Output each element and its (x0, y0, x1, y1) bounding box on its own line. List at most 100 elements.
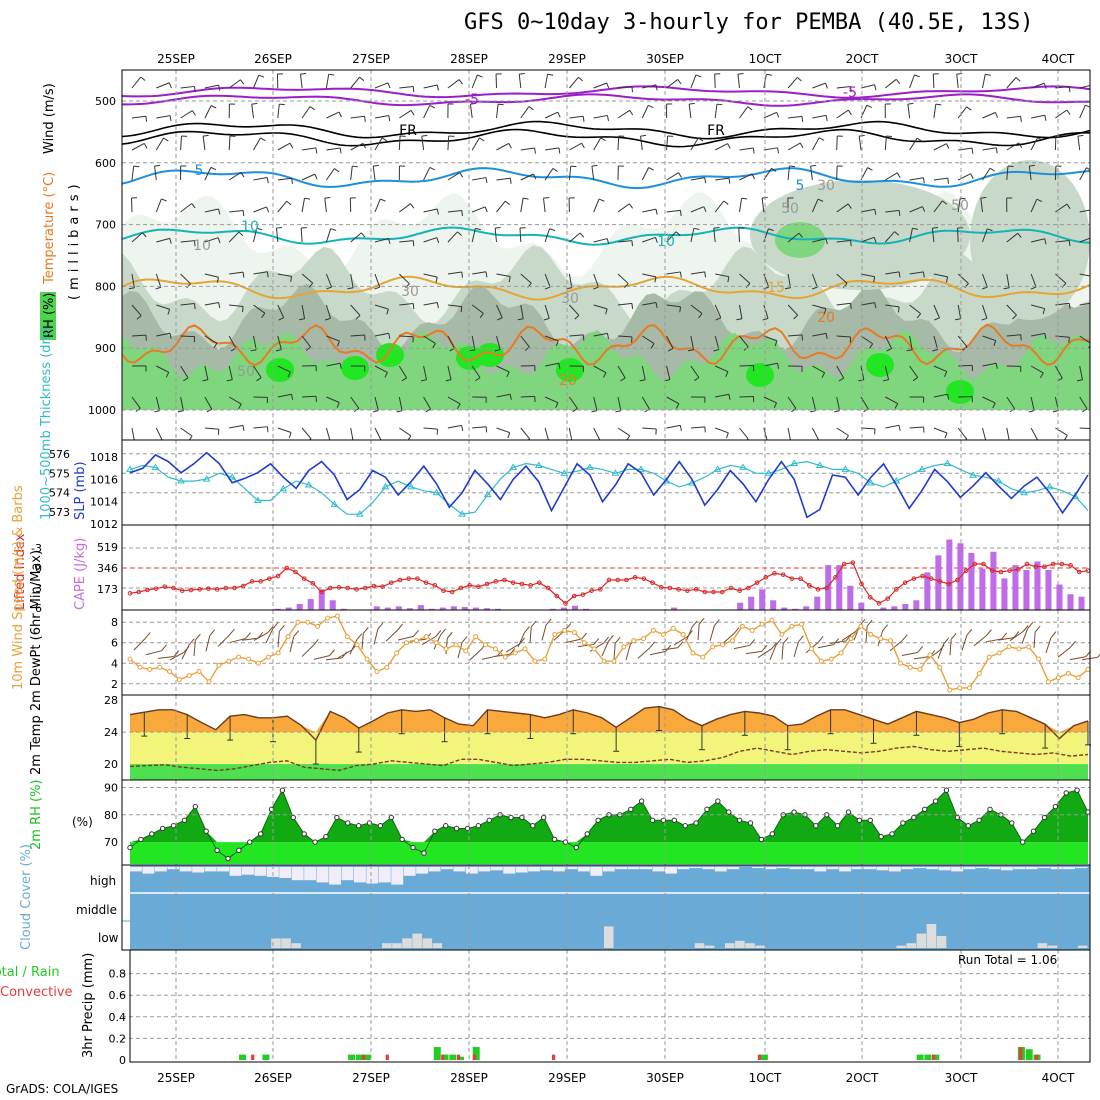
barb-flag (324, 196, 331, 199)
wind-barb (472, 396, 487, 403)
barb-flag (825, 82, 828, 89)
wind-barb (130, 197, 138, 213)
cloud-high-bar (727, 867, 740, 870)
cloud-low-bar (402, 938, 412, 948)
rh-marker (943, 787, 950, 793)
date-label-bottom: 30SEP (646, 1071, 684, 1085)
wind-speed-marker (196, 668, 202, 674)
barb-flag (866, 104, 873, 109)
surface-wind-barb (421, 630, 442, 646)
li-marker (763, 575, 769, 580)
wind-barb (325, 73, 335, 89)
barb-flag (1020, 116, 1022, 122)
li-marker (484, 581, 490, 587)
barb-flag (1066, 203, 1071, 209)
wind-barb (447, 271, 464, 278)
barb-staff (565, 638, 582, 643)
barb-staff (641, 105, 649, 119)
barb-flag (495, 227, 501, 229)
barb-staff (860, 84, 875, 89)
wind-barb (739, 147, 755, 154)
barb-flag (266, 426, 269, 433)
wind-barb (1006, 334, 1022, 341)
rh2m-series (127, 787, 1091, 864)
barb-flag (356, 633, 363, 640)
barb-staff (836, 427, 849, 436)
barb-staff (205, 635, 211, 652)
cloud-high-bar (776, 867, 789, 869)
wind-barb (447, 172, 464, 181)
cloud-high-bar (515, 867, 528, 873)
barb-staff (131, 273, 135, 288)
barb-flag (461, 210, 463, 217)
barb-flag (238, 403, 242, 410)
wind-barb (812, 82, 828, 89)
li-marker (362, 585, 368, 591)
barb-flag (517, 318, 524, 321)
barb-flag (981, 286, 988, 290)
cloud-high-bar (465, 867, 478, 874)
barb-staff (541, 624, 547, 641)
barb-flag (593, 638, 600, 645)
wind-speed-marker (463, 648, 469, 654)
wind-barb (1006, 365, 1022, 372)
wind-barb (593, 82, 610, 89)
barb-staff (884, 365, 890, 380)
wind-barb (1054, 165, 1062, 181)
wind-barb (398, 135, 406, 151)
barb-flag (773, 402, 777, 409)
wind-barb (763, 427, 768, 440)
barb-staff (961, 635, 968, 651)
thickness-axis-label: 1000~500mb Thickness (dm) (39, 327, 54, 520)
wind-barb (374, 137, 388, 151)
wind-barb (202, 365, 209, 382)
cloud-high-bar (801, 867, 814, 870)
wind-barb (593, 427, 601, 440)
wind-speed-marker (404, 640, 410, 646)
barb-flag (947, 394, 950, 400)
barb-flag (833, 638, 840, 645)
barb-staff (661, 647, 678, 651)
barb-staff (860, 302, 875, 306)
li-marker (780, 572, 786, 577)
wind-speed-marker (611, 658, 617, 664)
wind-barb (957, 273, 969, 288)
wind-barb (326, 147, 342, 154)
wind-barb (568, 197, 575, 213)
barb-staff (155, 137, 164, 151)
cape-tick: 346 (97, 562, 118, 575)
wind-barb (544, 73, 554, 89)
wind-barb (277, 200, 292, 213)
wind-barb (1006, 115, 1022, 122)
barb-staff (787, 232, 800, 243)
barb-flag (922, 271, 925, 278)
contour-label: 10 (657, 234, 675, 250)
cape-bar (483, 608, 490, 610)
cloud-low-bar (745, 943, 755, 948)
barb-staff (982, 167, 991, 181)
wind-barb (495, 73, 502, 89)
barb-staff (933, 393, 948, 398)
barb-flag (506, 371, 510, 378)
cloud-high-bar (1075, 867, 1088, 869)
wind-barb (713, 227, 720, 243)
date-label-bottom: 2OCT (846, 1071, 879, 1085)
barb-flag (1034, 625, 1041, 633)
cape-bar (428, 608, 435, 610)
cape-bar (770, 600, 777, 610)
barb-flag (723, 200, 729, 205)
cape-bar (781, 607, 788, 610)
wind-barb (639, 365, 646, 382)
li-marker (345, 585, 351, 591)
barb-flag (1013, 631, 1020, 638)
barb-flag (782, 637, 789, 644)
barb-staff (617, 109, 630, 119)
thickness-marker (815, 461, 824, 468)
temp-tick: 28 (104, 694, 118, 707)
barb-staff (593, 114, 608, 119)
cape-bar (582, 608, 590, 610)
surface-wind-barb (901, 646, 924, 657)
barb-flag (387, 82, 391, 89)
rh-marker (845, 809, 852, 815)
wind-barb (617, 135, 625, 151)
